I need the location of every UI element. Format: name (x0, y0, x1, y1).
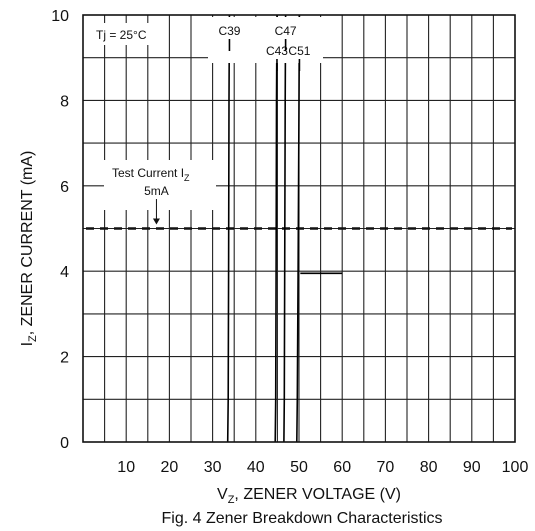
test-current-arrow-head (152, 218, 160, 225)
x-tick-label: 100 (502, 459, 529, 476)
y-tick-label: 10 (51, 8, 69, 25)
x-tick-label: 20 (161, 459, 179, 476)
y-tick-label: 8 (60, 93, 69, 110)
x-tick-label: 50 (290, 459, 308, 476)
y-tick-label: 0 (60, 435, 69, 452)
y-axis-title-rest: , ZENER CURRENT (mA) (19, 151, 36, 336)
curve-label-c39: C39 (218, 24, 240, 38)
curve-label-c43: C43 (266, 44, 288, 58)
y-tick-label: 2 (60, 350, 69, 367)
x-tick-label: 60 (333, 459, 351, 476)
x-tick-label: 80 (420, 459, 438, 476)
x-axis-title: VZ, ZENER VOLTAGE (V) (217, 486, 401, 506)
x-axis-title-sub: Z (228, 494, 235, 506)
x-axis-title-rest: , ZENER VOLTAGE (V) (234, 486, 401, 503)
y-tick-label: 6 (60, 179, 69, 196)
x-tick-label: 70 (377, 459, 395, 476)
x-axis-title-main: V (217, 486, 228, 503)
plot-frame (82, 14, 516, 443)
figure-caption: Fig. 4 Zener Breakdown Characteristics (162, 510, 443, 527)
condition-label-box (88, 23, 168, 45)
y-tick-label: 4 (60, 264, 69, 281)
y-axis-title: IZ, ZENER CURRENT (mA) (19, 151, 39, 347)
condition-label: Tj = 25°C (96, 28, 147, 42)
curve-c47 (283, 14, 287, 443)
test-current-label-box (104, 160, 216, 210)
x-tick-label: 40 (247, 459, 265, 476)
curve-label-c47: C47 (275, 24, 297, 38)
test-current-label: Test Current IZ (112, 166, 190, 183)
y-axis-title-sub: Z (27, 335, 39, 342)
curve-c43 (274, 14, 278, 443)
curve-label-c51: C51 (288, 44, 310, 58)
x-tick-label: 90 (463, 459, 481, 476)
x-tick-label: 30 (204, 459, 222, 476)
x-tick-label: 10 (117, 459, 135, 476)
curve-label-box (208, 17, 323, 63)
curve-c39 (226, 14, 231, 443)
curve-c51 (296, 14, 301, 443)
curves-layer (226, 14, 343, 443)
tick-labels-layer: 10 20 30 40 50 60 70 80 90 100 0 2 4 6 8 10 (51, 8, 528, 476)
test-current-value: 5mA (144, 184, 169, 198)
y-axis-title-main: I (19, 342, 36, 346)
